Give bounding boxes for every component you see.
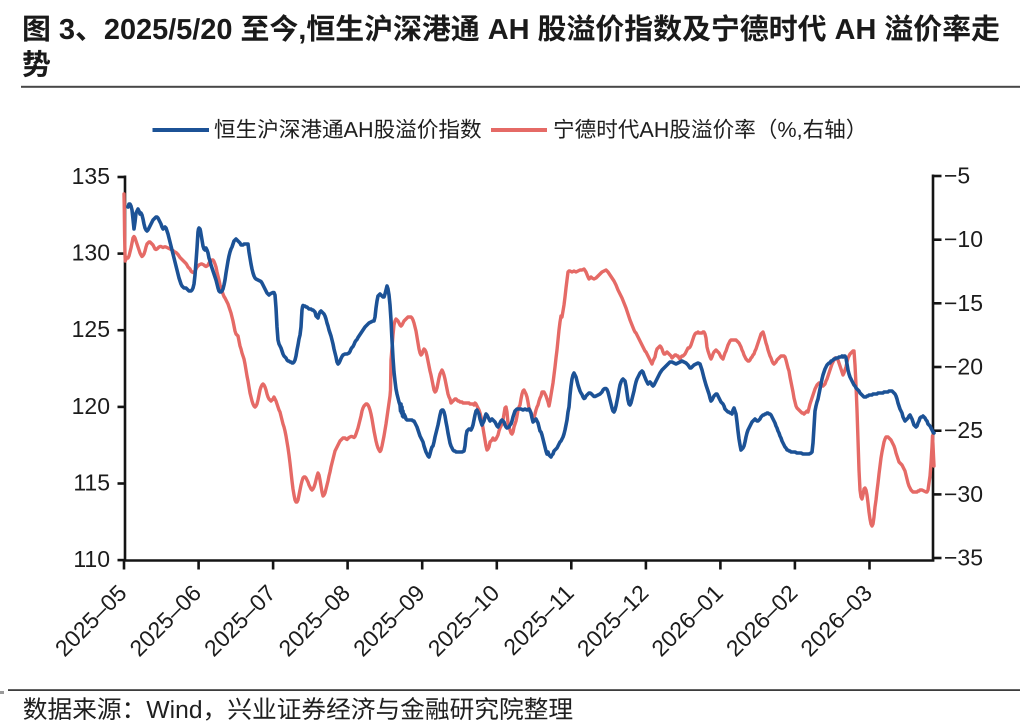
svg-text:−15: −15 <box>944 290 983 316</box>
svg-text:125: 125 <box>72 316 110 342</box>
svg-text:135: 135 <box>72 163 110 189</box>
svg-text:120: 120 <box>72 393 110 419</box>
svg-text:−25: −25 <box>944 417 983 443</box>
svg-text:−20: −20 <box>944 354 983 380</box>
svg-text:110: 110 <box>73 546 110 572</box>
svg-text:−30: −30 <box>944 481 983 507</box>
svg-text:−10: −10 <box>944 226 983 252</box>
svg-text:−5: −5 <box>944 163 970 189</box>
svg-text:115: 115 <box>73 470 110 496</box>
svg-text:−35: −35 <box>944 545 983 571</box>
svg-text:130: 130 <box>72 240 110 266</box>
